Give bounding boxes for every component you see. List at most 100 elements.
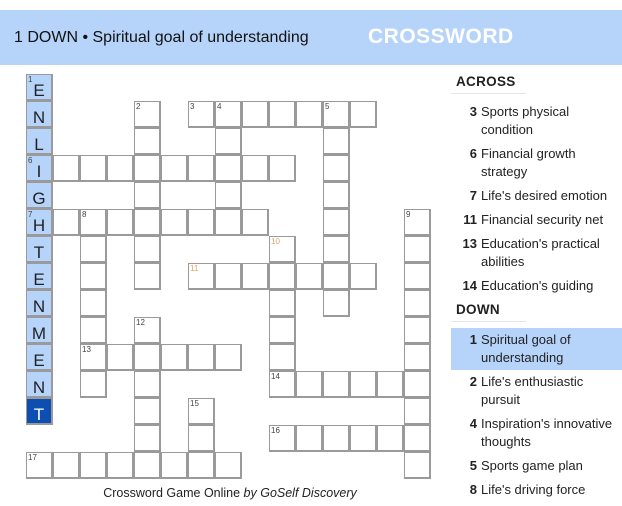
grid-cell[interactable] [323,263,350,290]
grid-cell[interactable]: N [26,371,53,398]
grid-cell[interactable] [188,452,215,479]
grid-cell[interactable] [215,452,242,479]
clue-item-across-13[interactable]: 13 Education's practical abilities [451,232,622,274]
grid-cell[interactable] [107,155,134,182]
grid-cell[interactable]: E [26,344,53,371]
clue-item-down-5[interactable]: 5 Sports game plan [451,454,622,478]
clue-item-across-6[interactable]: 6 Financial growth strategy [451,142,622,184]
grid-cell[interactable]: L [26,128,53,155]
clue-item-across-3[interactable]: 3 Sports physical condition [451,100,622,142]
grid-cell[interactable] [404,371,431,398]
grid-cell[interactable]: T [26,236,53,263]
grid-cell[interactable] [323,371,350,398]
grid-cell[interactable] [80,290,107,317]
grid-cell[interactable] [404,452,431,479]
grid-cell[interactable] [80,452,107,479]
grid-cell[interactable] [107,344,134,371]
grid-cell[interactable] [323,182,350,209]
grid-cell[interactable] [161,209,188,236]
clue-item-down-1[interactable]: 1 Spiritual goal of understanding [451,328,622,370]
grid-cell[interactable] [350,371,377,398]
grid-cell[interactable] [350,425,377,452]
clue-item-down-8[interactable]: 8 Life's driving force [451,478,622,502]
grid-cell[interactable] [215,182,242,209]
grid-cell[interactable] [404,236,431,263]
grid-cell[interactable] [215,155,242,182]
grid-cell[interactable]: 9 [404,209,431,236]
clue-item-across-14[interactable]: 14 Education's guiding [451,274,622,298]
grid-cell[interactable]: N [26,101,53,128]
grid-cell[interactable] [161,155,188,182]
grid-cell[interactable] [80,263,107,290]
grid-cell[interactable]: 15 [188,398,215,425]
grid-cell[interactable] [404,263,431,290]
grid-cell[interactable] [215,344,242,371]
grid-cell[interactable] [242,263,269,290]
grid-cell[interactable] [188,344,215,371]
grid-cell[interactable] [134,128,161,155]
grid-cell[interactable] [242,101,269,128]
grid-cell[interactable] [404,290,431,317]
grid-cell[interactable] [296,101,323,128]
grid-cell[interactable] [269,155,296,182]
grid-cell[interactable] [80,236,107,263]
grid-cell[interactable] [404,425,431,452]
grid-cell[interactable]: 14 [269,371,296,398]
grid-cell[interactable] [215,209,242,236]
grid-cell[interactable] [134,452,161,479]
grid-cell[interactable] [107,452,134,479]
grid-cell[interactable] [53,209,80,236]
grid-cell[interactable] [269,101,296,128]
grid-cell[interactable] [134,155,161,182]
grid-cell[interactable]: G [26,182,53,209]
grid-cell[interactable] [215,263,242,290]
grid-cell[interactable] [404,344,431,371]
clue-item-across-7[interactable]: 7 Life's desired emotion [451,184,622,208]
grid-cell[interactable] [323,425,350,452]
grid-cell[interactable] [323,236,350,263]
grid-cell[interactable] [269,344,296,371]
grid-cell[interactable] [134,263,161,290]
grid-cell[interactable] [269,317,296,344]
grid-cell[interactable] [323,155,350,182]
clue-item-down-2[interactable]: 2 Life's enthusiastic pursuit [451,370,622,412]
grid-cell[interactable] [53,452,80,479]
grid-cell[interactable] [53,155,80,182]
grid-cell[interactable] [134,371,161,398]
grid-cell[interactable]: 8 [80,209,107,236]
grid-cell[interactable] [242,209,269,236]
clue-item-down-4[interactable]: 4 Inspiration's innovative thoughts [451,412,622,454]
grid-cell[interactable] [134,236,161,263]
grid-cell[interactable] [161,452,188,479]
grid-cell[interactable] [323,209,350,236]
grid-cell[interactable]: 16 [269,425,296,452]
grid-cell[interactable]: 13 [80,344,107,371]
grid-cell[interactable] [215,128,242,155]
grid-cell[interactable] [404,398,431,425]
grid-cell[interactable]: 5 [323,101,350,128]
grid-cell[interactable]: 4 [215,101,242,128]
grid-cell[interactable]: N [26,290,53,317]
grid-cell[interactable] [134,398,161,425]
grid-cell[interactable] [188,155,215,182]
grid-cell[interactable] [296,371,323,398]
grid-cell[interactable] [134,344,161,371]
grid-cell[interactable] [80,317,107,344]
grid-cell[interactable]: 3 [188,101,215,128]
grid-cell[interactable]: E [26,263,53,290]
grid-cell[interactable] [350,263,377,290]
grid-cell[interactable] [296,263,323,290]
grid-cell[interactable]: 12 [134,317,161,344]
footer-brand-link[interactable]: by GoSelf Discovery [243,486,357,500]
grid-cell[interactable] [161,344,188,371]
grid-cell[interactable]: 11 [188,263,215,290]
grid-cell[interactable] [188,425,215,452]
grid-cell[interactable]: T [26,398,53,425]
clue-item-across-11[interactable]: 11 Financial security net [451,208,622,232]
grid-cell[interactable]: M [26,317,53,344]
grid-cell[interactable] [134,209,161,236]
grid-cell[interactable]: 17 [26,452,53,479]
grid-cell[interactable] [80,155,107,182]
